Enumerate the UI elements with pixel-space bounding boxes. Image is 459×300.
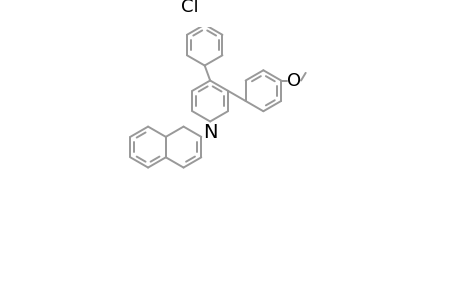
Text: Cl: Cl <box>180 0 198 16</box>
Text: O: O <box>286 71 301 89</box>
Text: N: N <box>202 123 217 142</box>
